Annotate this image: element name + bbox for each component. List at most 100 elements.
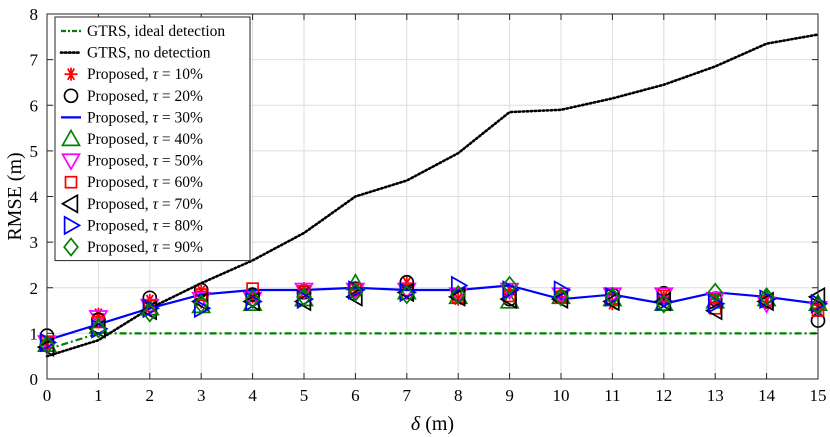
- series-7-point: [448, 287, 469, 305]
- legend-marker-swatch: [64, 67, 78, 81]
- legend-entry: Proposed, τ = 50%: [61, 153, 203, 171]
- x-tick-label: 4: [248, 386, 257, 405]
- x-tick-label: 13: [707, 386, 724, 405]
- series-11-point: [450, 284, 467, 305]
- series-8-point: [246, 282, 259, 296]
- legend-marker-swatch: [60, 193, 79, 214]
- x-tick-label: 2: [146, 386, 155, 405]
- series-9-point: [704, 300, 723, 321]
- legend-label: Proposed, τ = 50%: [87, 153, 203, 170]
- legend-entry: Proposed, τ = 20%: [63, 88, 203, 105]
- legend-label: GTRS, ideal detection: [87, 23, 225, 40]
- x-axis-label: δ (m): [411, 413, 454, 435]
- series-9-point: [807, 286, 826, 307]
- series-11-point: [296, 287, 312, 307]
- series-layer: [36, 33, 829, 358]
- legend-entry: Proposed, τ = 90%: [63, 237, 203, 257]
- y-tick-label: 4: [30, 188, 39, 207]
- series-11-point: [758, 287, 775, 307]
- x-tick-label: 15: [810, 386, 827, 405]
- x-tick-label: 6: [351, 386, 360, 405]
- y-tick-label: 7: [30, 51, 39, 70]
- legend-entry: Proposed, τ = 10%: [64, 66, 203, 83]
- series-9-point: [345, 286, 363, 307]
- legend-entry: Proposed, τ = 40%: [61, 128, 203, 148]
- legend-marker-swatch: [61, 128, 81, 147]
- series-10-point: [450, 275, 469, 296]
- x-tick-label: 9: [505, 386, 514, 405]
- series-11-point: [655, 293, 672, 314]
- series-11-point: [347, 282, 364, 303]
- series-4-point: [399, 274, 415, 290]
- series-11-point: [501, 275, 518, 296]
- series-7-point: [242, 291, 263, 310]
- legend: GTRS, ideal detection GTRS, no detection P…: [54, 16, 251, 262]
- legend-label: Proposed, τ = 20%: [87, 88, 203, 105]
- y-tick-label: 1: [30, 324, 39, 343]
- legend-box: [54, 16, 251, 262]
- legend-marker-swatch: [63, 237, 79, 257]
- x-tick-label: 8: [454, 386, 463, 405]
- x-tick-label: 1: [94, 386, 103, 405]
- series-11-point: [141, 302, 158, 323]
- y-tick-label: 8: [30, 5, 39, 24]
- series-7-point: [88, 310, 109, 328]
- series-1-line: [46, 332, 818, 351]
- y-axis-label: RMSE (m): [4, 152, 26, 240]
- y-tick-label: 0: [30, 370, 39, 389]
- legend-marker-swatch: [61, 153, 81, 171]
- series-11-point: [398, 284, 415, 305]
- legend-label: Proposed, τ = 90%: [87, 239, 203, 256]
- legend-entry: Proposed, τ = 70%: [60, 193, 203, 214]
- series-9-point: [293, 291, 312, 312]
- legend-label: Proposed, τ = 40%: [87, 131, 203, 148]
- series-6-point: [653, 293, 674, 311]
- x-tick-label: 11: [604, 386, 620, 405]
- legend-marker-swatch: [63, 215, 82, 236]
- series-5-line: [46, 284, 819, 342]
- legend-label: Proposed, τ = 70%: [87, 196, 203, 213]
- series-11-point: [553, 287, 569, 307]
- series-7-point: [653, 287, 674, 305]
- legend-entry: Proposed, τ = 30%: [61, 109, 203, 126]
- series-8-point: [503, 289, 516, 303]
- series-11-point: [604, 287, 621, 307]
- legend-entry: GTRS, ideal detection: [61, 23, 225, 40]
- series-6-point: [499, 291, 520, 309]
- legend-entry: GTRS, no detection: [59, 45, 211, 62]
- series-10-point: [142, 298, 161, 319]
- series-2-line: [45, 33, 820, 358]
- series-9-point: [756, 291, 774, 312]
- legend-label: GTRS, no detection: [87, 45, 211, 62]
- series-8-point: [194, 288, 208, 301]
- series-11-point: [244, 289, 261, 310]
- x-tick-label: 10: [553, 386, 570, 405]
- legend-label: Proposed, τ = 60%: [87, 174, 203, 191]
- series-9-point: [602, 291, 620, 312]
- legend-entry: Proposed, τ = 60%: [64, 174, 203, 191]
- y-tick-label: 2: [30, 279, 39, 298]
- x-tick-label: 7: [403, 386, 412, 405]
- legend-marker-swatch: [64, 175, 78, 189]
- legend-label: Proposed, τ = 30%: [87, 109, 203, 126]
- series-10-point: [193, 298, 212, 319]
- series-10-point: [502, 280, 520, 300]
- legend-entry: Proposed, τ = 80%: [63, 215, 203, 236]
- x-tick-label: 12: [655, 386, 672, 405]
- series-7-point: [705, 291, 726, 310]
- series-11-point: [707, 282, 724, 303]
- legend-marker-swatch: [63, 88, 79, 104]
- legend-label: Proposed, τ = 10%: [87, 66, 203, 83]
- series-11-point: [90, 318, 107, 339]
- series-10-point: [553, 280, 572, 300]
- x-tick-label: 5: [300, 386, 309, 405]
- x-tick-label: 14: [758, 386, 776, 405]
- series-7-point: [139, 298, 160, 317]
- y-tick-label: 3: [30, 233, 39, 252]
- series-8-point: [92, 315, 105, 329]
- series-11-point: [193, 293, 210, 314]
- x-tick-label: 0: [43, 386, 52, 405]
- x-tick-label: 3: [197, 386, 206, 405]
